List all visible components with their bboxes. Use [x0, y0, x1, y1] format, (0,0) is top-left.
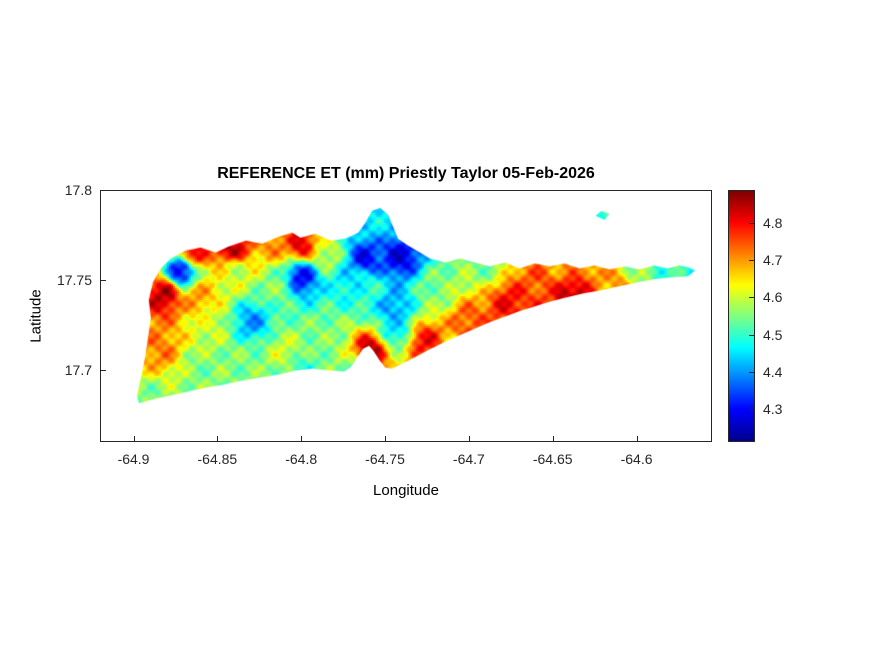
colorbar-tick-label: 4.3 — [763, 400, 783, 417]
x-tick-mark — [217, 436, 218, 441]
colorbar-tick-mark — [749, 409, 754, 410]
y-tick-mark — [101, 370, 106, 371]
colorbar-tick-label: 4.4 — [763, 363, 783, 380]
x-tick-label: -64.65 — [532, 451, 573, 467]
colorbar-tick-label: 4.6 — [763, 289, 783, 306]
x-tick-label: -64.75 — [365, 451, 405, 467]
colorbar-tick-label: 4.8 — [763, 215, 783, 232]
y-tick-mark — [101, 280, 106, 281]
x-tick-mark — [637, 436, 638, 441]
x-tick-mark — [134, 436, 135, 441]
colorbar-gradient — [729, 191, 754, 441]
plot-area — [100, 190, 712, 442]
y-tick-label: 17.7 — [64, 362, 92, 378]
colorbar-tick-mark — [749, 260, 754, 261]
y-axis-label: Latitude — [27, 289, 45, 343]
x-tick-label: -64.7 — [452, 451, 485, 467]
x-tick-mark — [469, 436, 470, 441]
colorbar — [728, 190, 755, 442]
x-tick-mark — [301, 436, 302, 441]
chart-title: REFERENCE ET (mm) Priestly Taylor 05-Feb… — [217, 165, 595, 182]
x-tick-label: -64.8 — [285, 451, 318, 467]
colorbar-tick-label: 4.5 — [763, 326, 783, 343]
colorbar-tick-mark — [749, 223, 754, 224]
colorbar-tick-label: 4.7 — [763, 252, 783, 269]
y-tick-mark — [101, 190, 106, 191]
y-tick-label: 17.75 — [56, 272, 92, 288]
x-tick-label: -64.9 — [117, 451, 150, 467]
colorbar-tick-mark — [749, 297, 754, 298]
x-tick-mark — [385, 436, 386, 441]
heatmap-canvas — [101, 191, 711, 441]
colorbar-tick-mark — [749, 335, 754, 336]
x-tick-mark — [553, 436, 554, 441]
x-tick-label: -64.85 — [197, 451, 238, 467]
x-tick-label: -64.6 — [620, 451, 653, 467]
y-tick-label: 17.8 — [64, 182, 92, 198]
colorbar-tick-mark — [749, 372, 754, 373]
x-axis-label: Longitude — [373, 482, 439, 499]
